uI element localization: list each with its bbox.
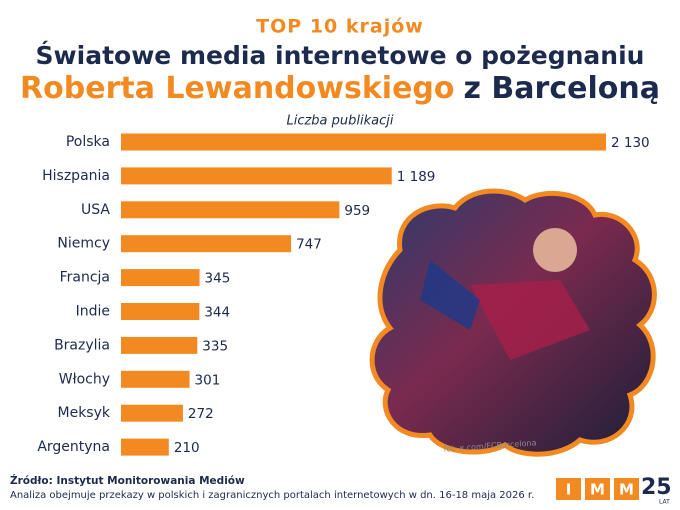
category-label: Francja <box>60 270 110 286</box>
axis-label: Liczba publikacji <box>286 114 393 129</box>
bar <box>121 404 183 422</box>
category-label: Hiszpania <box>42 168 110 184</box>
bar <box>121 235 292 253</box>
category-label: USA <box>81 202 110 218</box>
value-label: 747 <box>296 237 322 253</box>
logo-box <box>556 478 581 500</box>
logo-box <box>614 478 639 500</box>
title-line: Roberta Lewandowskiego z Barceloną <box>20 71 660 106</box>
source: Źródło: Instytut Monitorowania Mediów <box>10 474 245 487</box>
logo-letter: M <box>619 481 634 499</box>
bar <box>121 133 606 151</box>
value-label: 345 <box>205 271 231 287</box>
bar <box>121 201 340 219</box>
title-highlight: Roberta Lewandowskiego <box>20 71 454 106</box>
value-label: 335 <box>202 338 228 354</box>
value-label: 272 <box>188 406 214 422</box>
note: Analiza obejmuje przekazy w polskich i z… <box>10 490 534 501</box>
title: Światowe media internetowe o pożegnaniu <box>36 40 645 70</box>
bar <box>121 438 169 456</box>
value-label: 344 <box>204 305 230 321</box>
value-label: 959 <box>344 203 370 219</box>
value-label: 301 <box>195 372 221 388</box>
bar <box>121 370 190 388</box>
supertitle: TOP 10 krajów <box>256 16 424 38</box>
category-label: Argentyna <box>37 439 110 455</box>
logo-letter: M <box>590 481 605 499</box>
title-rest: z Barceloną <box>464 71 660 106</box>
bar <box>121 167 392 185</box>
logo-suffix: LAT <box>659 499 670 506</box>
value-label: 1 189 <box>397 169 436 185</box>
logo-years: 25 <box>641 475 672 500</box>
bar <box>121 336 198 354</box>
logo-box <box>585 478 610 500</box>
photo <box>369 188 657 457</box>
value-label: 210 <box>174 440 200 456</box>
category-label: Meksyk <box>58 405 111 421</box>
category-label: Polska <box>66 134 110 150</box>
bar <box>121 303 200 320</box>
category-label: Indie <box>76 304 110 320</box>
category-label: Niemcy <box>57 236 110 252</box>
logo-letter: I <box>566 481 572 499</box>
bar-chart: Polska 2 130 Hiszpania 1 189 USA 959 Niemcy 747… <box>37 133 650 456</box>
category-label: Brazylia <box>54 337 110 353</box>
value-label: 2 130 <box>611 135 650 151</box>
category-label: Włochy <box>59 371 110 387</box>
bar <box>121 269 200 287</box>
